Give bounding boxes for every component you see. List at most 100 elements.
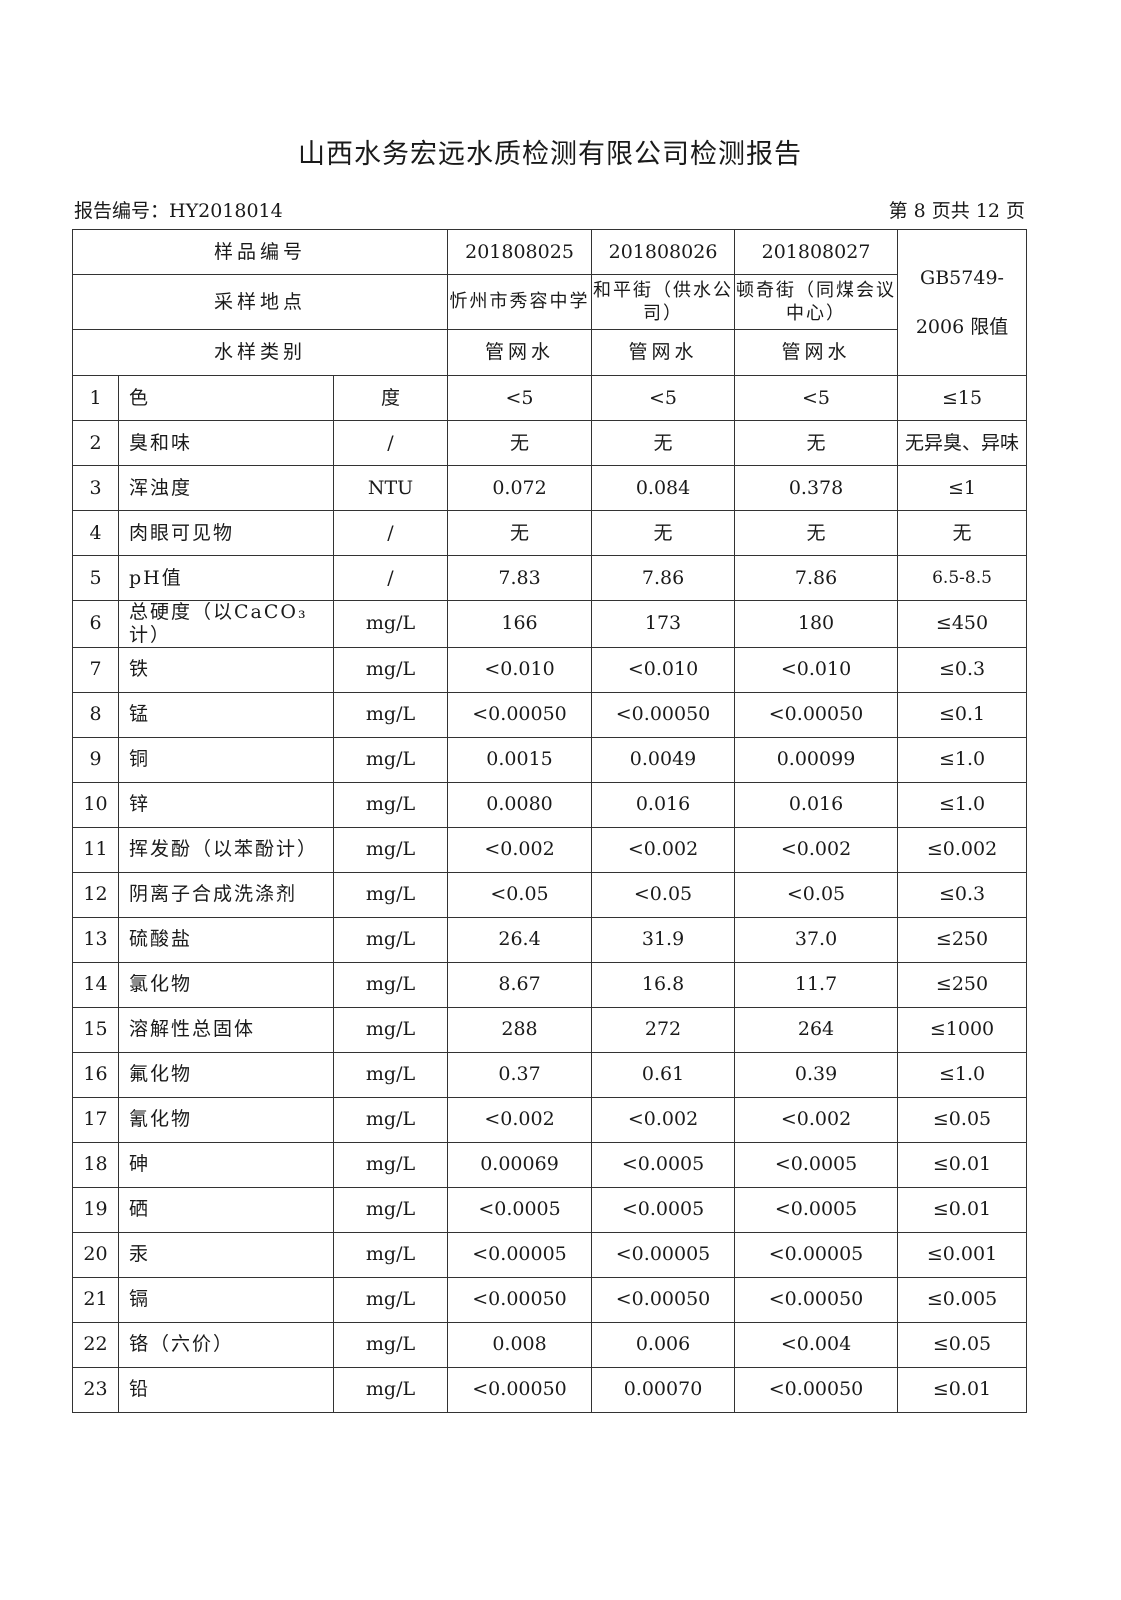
- table-row: 19 硒 mg/L <0.0005 <0.0005 <0.0005 ≤0.01: [72, 1186, 1028, 1233]
- sample-1-value: 8.67: [447, 961, 593, 1008]
- table-row: 22 铬（六价） mg/L 0.008 0.006 <0.004 ≤0.05: [72, 1321, 1028, 1368]
- item-name: 锰: [118, 691, 334, 738]
- sample-3-value: <0.010: [734, 646, 899, 693]
- limit-value: ≤0.002: [897, 826, 1028, 873]
- sample-2-value: <0.0005: [591, 1141, 736, 1188]
- sample-1-value: <0.010: [447, 646, 593, 693]
- item-unit: mg/L: [332, 691, 449, 738]
- sample-1-value: 166: [447, 600, 593, 648]
- table-row: 23 铅 mg/L <0.00050 0.00070 <0.00050 ≤0.01: [72, 1366, 1028, 1413]
- item-name: 溶解性总固体: [118, 1006, 334, 1053]
- limit-value: ≤1: [897, 465, 1028, 511]
- sample-1-value: 7.83: [447, 555, 593, 601]
- header-row-sample-no: 样品编号 201808025 201808026 201808027 GB574…: [71, 229, 1028, 376]
- sample-3-value: <0.00005: [734, 1231, 899, 1278]
- sample-2-value: <0.05: [591, 871, 736, 918]
- table-row: 3 浑浊度 NTU 0.072 0.084 0.378 ≤1: [72, 465, 1028, 511]
- item-unit: mg/L: [332, 1366, 449, 1413]
- sample-1-value: <0.00050: [447, 691, 593, 738]
- limit-value: 无异臭、异味: [897, 420, 1028, 466]
- sample-type: 管网水: [591, 329, 736, 376]
- table-row: 21 镉 mg/L <0.00050 <0.00050 <0.00050 ≤0.005: [72, 1276, 1028, 1323]
- sample-3-value: <0.00050: [734, 1366, 899, 1413]
- table-row: 2 臭和味 / 无无无无异臭、异味: [72, 420, 1028, 466]
- sample-3-value: <0.004: [734, 1321, 899, 1368]
- item-unit: mg/L: [332, 1141, 449, 1188]
- item-unit: /: [332, 510, 449, 556]
- item-name: 铜: [118, 736, 334, 783]
- item-unit: mg/L: [332, 1006, 449, 1053]
- item-number: 19: [72, 1186, 119, 1233]
- sample-1-value: 无: [447, 420, 593, 466]
- sample-2-value: 无: [591, 510, 736, 556]
- item-name: 氯化物: [118, 961, 334, 1008]
- item-name: 镉: [118, 1276, 334, 1323]
- table-row: 16 氟化物 mg/L 0.37 0.61 0.39 ≤1.0: [72, 1051, 1028, 1098]
- item-number: 22: [72, 1321, 119, 1368]
- limit-label-1: GB5749-: [920, 266, 1004, 289]
- sample-3-value: 37.0: [734, 916, 899, 963]
- sample-type: 管网水: [447, 329, 593, 376]
- sample-location: 和平街（供水公司）: [591, 274, 736, 330]
- item-name: 汞: [118, 1231, 334, 1278]
- item-number: 13: [72, 916, 119, 963]
- sample-2-value: 31.9: [591, 916, 736, 963]
- results-table: 样品编号 201808025 201808026 201808027 GB574…: [71, 229, 1028, 1413]
- limit-value: ≤1.0: [897, 736, 1028, 783]
- sample-2-value: <0.010: [591, 646, 736, 693]
- item-name: 浑浊度: [118, 465, 334, 511]
- table-row: 14 氯化物 mg/L 8.67 16.8 11.7 ≤250: [72, 961, 1028, 1008]
- item-number: 7: [72, 646, 119, 693]
- sample-2-value: 16.8: [591, 961, 736, 1008]
- item-unit: mg/L: [332, 646, 449, 693]
- sample-location: 忻州市秀容中学: [447, 274, 593, 330]
- limit-value: ≤15: [897, 375, 1028, 421]
- limit-value: ≤450: [897, 600, 1028, 648]
- item-name: 铬（六价）: [118, 1321, 334, 1368]
- table-row: 11 挥发酚（以苯酚计） mg/L <0.002 <0.002 <0.002 ≤0.002: [72, 826, 1028, 873]
- item-name: 色: [118, 375, 334, 421]
- sample-no: 201808027: [734, 229, 899, 275]
- limit-value: ≤0.01: [897, 1141, 1028, 1188]
- item-number: 16: [72, 1051, 119, 1098]
- sample-no: 201808026: [591, 229, 736, 275]
- sample-3-value: <0.00050: [734, 691, 899, 738]
- sample-3-value: 0.39: [734, 1051, 899, 1098]
- sample-1-value: 0.0080: [447, 781, 593, 828]
- item-number: 9: [72, 736, 119, 783]
- sample-1-value: <0.002: [447, 1096, 593, 1143]
- sample-3-value: <5: [734, 375, 899, 421]
- sample-3-value: <0.002: [734, 1096, 899, 1143]
- sample-2-value: <5: [591, 375, 736, 421]
- limit-value: ≤0.1: [897, 691, 1028, 738]
- limit-value: ≤1000: [897, 1006, 1028, 1053]
- limit-value: ≤1.0: [897, 781, 1028, 828]
- sample-3-value: <0.05: [734, 871, 899, 918]
- sample-2-value: 272: [591, 1006, 736, 1053]
- header-row-location: 采样地点 忻州市秀容中学 和平街（供水公司） 顿奇街（同煤会议中心）: [71, 274, 1027, 330]
- limit-value: ≤1.0: [897, 1051, 1028, 1098]
- table-row: 6 总硬度（以CaCO₃计） mg/L 166 173 180 ≤450: [72, 600, 1028, 648]
- sample-type: 管网水: [734, 329, 899, 376]
- limit-value: ≤0.05: [897, 1321, 1028, 1368]
- sample-3-value: 11.7: [734, 961, 899, 1008]
- sample-3-value: 0.378: [734, 465, 899, 511]
- item-number: 1: [72, 375, 119, 421]
- item-number: 14: [72, 961, 119, 1008]
- sample-1-value: <0.0005: [447, 1186, 593, 1233]
- item-name: 硒: [118, 1186, 334, 1233]
- item-unit: mg/L: [332, 600, 449, 648]
- sample-1-value: 0.0015: [447, 736, 593, 783]
- limit-value: ≤0.01: [897, 1186, 1028, 1233]
- item-unit: /: [332, 555, 449, 601]
- sample-3-value: <0.002: [734, 826, 899, 873]
- sample-1-value: 0.008: [447, 1321, 593, 1368]
- item-name: 氟化物: [118, 1051, 334, 1098]
- sample-1-value: 288: [447, 1006, 593, 1053]
- page-number: 第 8 页共 12 页: [888, 200, 1025, 222]
- sample-1-value: 0.00069: [447, 1141, 593, 1188]
- item-unit: NTU: [332, 465, 449, 511]
- item-unit: mg/L: [332, 916, 449, 963]
- item-unit: mg/L: [332, 781, 449, 828]
- item-name: 肉眼可见物: [118, 510, 334, 556]
